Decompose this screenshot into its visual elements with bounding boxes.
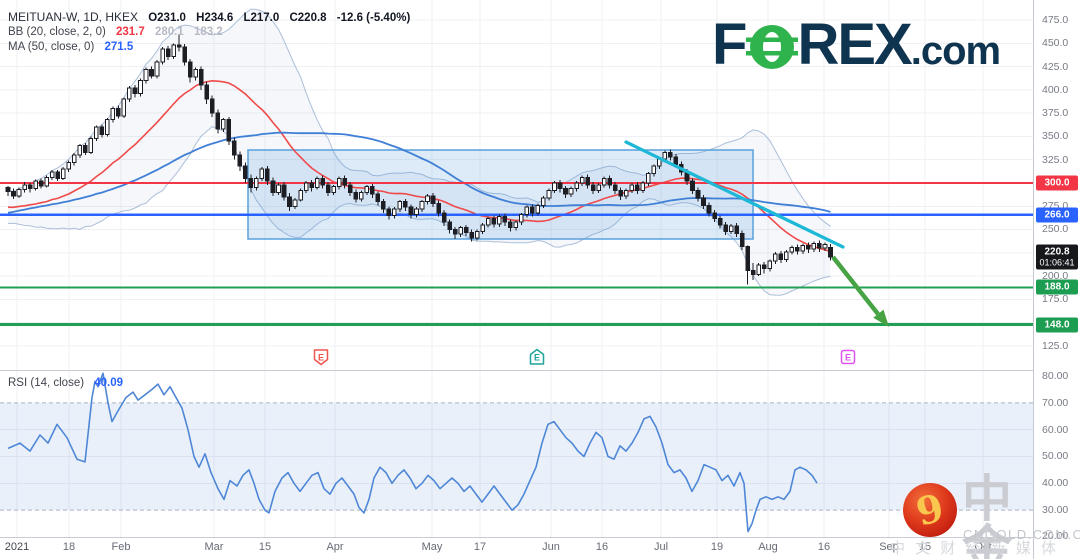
earnings-marker[interactable]: E — [529, 348, 545, 365]
time-axis-label: Jun — [542, 541, 560, 553]
bb-basis-line — [7, 79, 831, 253]
price-axis-label: 250.0 — [1042, 223, 1069, 235]
time-axis-label: 2021 — [4, 541, 30, 553]
time-axis-label: 16 — [817, 541, 831, 553]
price-level-badge: 300.0 — [1036, 175, 1078, 191]
time-axis-label: 17 — [473, 541, 487, 553]
time-axis-label: 15 — [918, 541, 932, 553]
price-axis-label: 200.0 — [1042, 270, 1069, 282]
projection-arrow[interactable] — [831, 255, 889, 327]
time-axis-label: Mar — [204, 541, 224, 553]
svg-text:E: E — [318, 353, 324, 363]
time-axis-label: Aug — [758, 541, 778, 553]
forex-logo-dotcom: .com — [910, 29, 1001, 73]
rsi-axis-label: 40.00 — [1042, 477, 1069, 489]
forex-com-logo: F REX .com — [712, 12, 1001, 78]
price-level-badge: 148.0 — [1036, 317, 1078, 333]
rsi-axis-label: 30.00 — [1042, 504, 1069, 516]
price-axis-label: 125.0 — [1042, 340, 1069, 352]
ohlc-high: H234.6 — [196, 12, 234, 24]
price-level-badge: 266.0 — [1036, 207, 1078, 223]
forex-logo-f: F — [712, 12, 747, 77]
rsi-label: RSI (14, close) — [8, 377, 85, 389]
price-axis-label: 450.0 — [1042, 37, 1069, 49]
time-axis-label: Oct — [974, 541, 992, 553]
time-axis-label: May — [421, 541, 443, 553]
ma-label: MA (50, close, 0) — [8, 41, 95, 53]
time-axis-label: 16 — [595, 541, 609, 553]
ohlc-close: C220.8 — [289, 12, 327, 24]
time-axis-label: Sep — [879, 541, 899, 553]
price-axis-label: 425.0 — [1042, 61, 1069, 73]
price-axis-label: 400.0 — [1042, 84, 1069, 96]
time-axis[interactable]: 2021 18 Feb Mar 15 Apr May 17 Jun 16 Jul 19 Aug 16 Sep… — [0, 538, 1033, 559]
ma-legend-row[interactable]: MA (50, close, 0) 271.5 — [8, 41, 133, 53]
bollinger-legend-row[interactable]: BB (20, close, 2, 0) 231.7 280.1 183.2 — [8, 26, 223, 38]
forex-logo-rex: REX — [797, 12, 912, 77]
rsi-axis-label: 80.00 — [1042, 370, 1069, 382]
ma-value: 271.5 — [104, 41, 134, 53]
bb-label: BB (20, close, 2, 0) — [8, 26, 106, 38]
symbol-title: MEITUAN-W, 1D, HKEX — [8, 10, 139, 24]
bb-basis-value: 231.7 — [116, 26, 145, 38]
rsi-value: 40.09 — [94, 377, 124, 389]
ohlc-change: -12.6 (-5.40%) — [336, 12, 411, 24]
rsi-axis-label: 70.00 — [1042, 397, 1069, 409]
rsi-axis-label: 50.00 — [1042, 450, 1069, 462]
rsi-axis-label: 60.00 — [1042, 424, 1069, 436]
price-axis[interactable]: 475.0 450.0 425.0 400.0 375.0 350.0 325.0 275.0… — [1033, 0, 1080, 559]
rsi-line — [7, 372, 818, 533]
ohlc-low: L217.0 — [243, 12, 280, 24]
earnings-marker[interactable]: E — [313, 349, 329, 366]
ma50-line — [7, 131, 831, 214]
price-level-badge: 188.0 — [1036, 279, 1078, 295]
svg-text:E: E — [845, 353, 851, 363]
time-axis-label: Apr — [326, 541, 344, 553]
price-axis-label: 375.0 — [1042, 107, 1069, 119]
time-axis-label: 19 — [710, 541, 724, 553]
bb-lower-value: 183.2 — [193, 26, 223, 38]
countdown-timer: 01:06:41 — [1039, 257, 1075, 268]
earnings-marker[interactable]: E — [840, 349, 856, 365]
rsi-band — [0, 402, 1033, 511]
time-axis-label: Feb — [111, 541, 131, 553]
ohlc-open: O231.0 — [148, 12, 186, 24]
rsi-axis-label: 20.00 — [1042, 530, 1069, 542]
svg-text:E: E — [534, 353, 540, 363]
candles-layer — [5, 33, 833, 285]
time-axis-label: 15 — [258, 541, 272, 553]
price-axis-label: 325.0 — [1042, 154, 1069, 166]
bb-upper-value: 280.1 — [154, 26, 184, 38]
time-axis-label: Jul — [653, 541, 669, 553]
symbol-legend-row[interactable]: MEITUAN-W, 1D, HKEX O231.0 H234.6 L217.0… — [8, 10, 410, 24]
price-axis-label: 350.0 — [1042, 130, 1069, 142]
price-axis-label: 475.0 — [1042, 14, 1069, 26]
forex-logo-o-icon — [746, 21, 799, 78]
time-axis-label: 18 — [62, 541, 76, 553]
last-price-badge: 220.8 01:06:41 — [1036, 244, 1078, 270]
price-axis-label: 175.0 — [1042, 293, 1069, 305]
downtrend-line[interactable] — [624, 140, 845, 249]
price-level-lines[interactable] — [0, 182, 1033, 327]
rsi-legend-row[interactable]: RSI (14, close) 40.09 — [8, 377, 123, 389]
